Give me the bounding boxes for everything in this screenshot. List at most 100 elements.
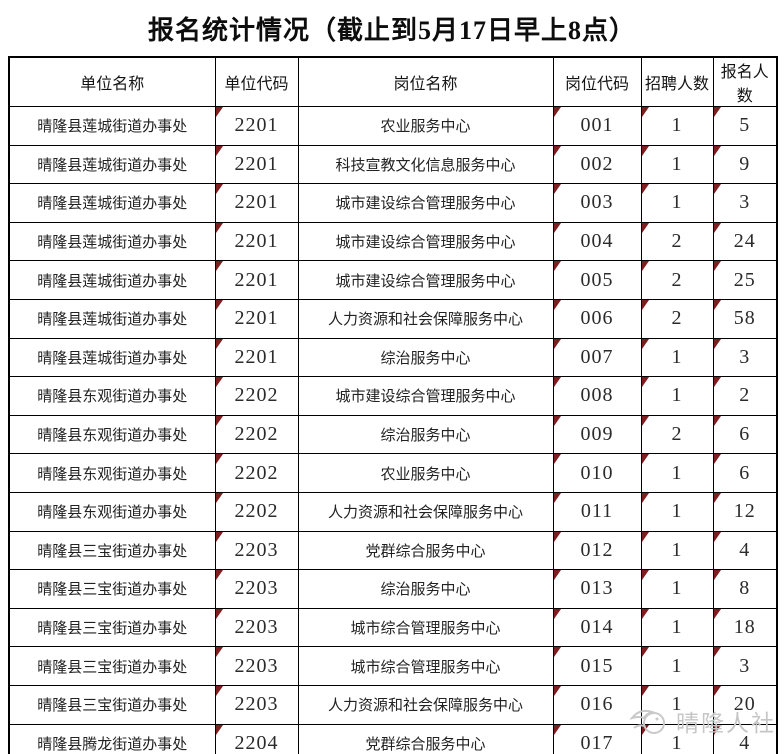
corner-note-triangle-icon xyxy=(554,107,561,117)
corner-note-triangle-icon xyxy=(642,647,649,658)
applicant-count-text: 6 xyxy=(739,461,751,484)
unit-code-text: 2203 xyxy=(234,654,279,677)
unit-code-cell: 2201 xyxy=(214,144,299,185)
position-code-cell: 012 xyxy=(552,530,642,571)
page-title: 报名统计情况（截止到5月17日早上8点） xyxy=(147,16,636,45)
unit-name-cell: 晴隆县三宝街道办事处 xyxy=(8,684,216,725)
applicant-count-cell: 58 xyxy=(712,298,778,339)
corner-note-triangle-icon xyxy=(714,107,721,117)
corner-note-triangle-icon xyxy=(714,570,721,581)
unit-code-text: 2203 xyxy=(234,577,279,600)
position-name-text: 综治服务中心 xyxy=(380,428,471,445)
unit-name-text: 晴隆县东观街道办事处 xyxy=(37,466,188,483)
corner-note-triangle-icon xyxy=(216,493,223,503)
applicant-count-cell: 4 xyxy=(712,723,778,754)
corner-note-triangle-icon xyxy=(714,300,721,310)
applicant-count-cell: 3 xyxy=(712,183,778,223)
unit-code-cell: 2203 xyxy=(214,530,299,571)
position-name-text: 党群综合服务中心 xyxy=(365,736,486,753)
corner-note-triangle-icon xyxy=(216,146,223,156)
corner-note-triangle-icon xyxy=(216,300,223,310)
applicant-count-cell: 2 xyxy=(712,376,778,416)
recruit-count-text: 1 xyxy=(671,152,683,175)
applicant-count-cell: 20 xyxy=(712,684,778,725)
corner-note-triangle-icon xyxy=(216,532,223,542)
corner-note-triangle-icon xyxy=(714,493,721,503)
position-code-cell: 008 xyxy=(552,376,642,416)
position-name-cell: 综治服务中心 xyxy=(297,569,554,609)
position-name-cell: 农业服务中心 xyxy=(297,106,554,146)
unit-name-cell: 晴隆县莲城街道办事处 xyxy=(8,260,216,300)
corner-note-triangle-icon xyxy=(642,300,649,310)
unit-name-text: 晴隆县莲城街道办事处 xyxy=(37,119,188,136)
recruit-count-cell: 1 xyxy=(640,106,714,146)
applicant-count-text: 3 xyxy=(739,191,751,214)
unit-code-cell: 2201 xyxy=(214,298,299,339)
unit-code-text: 2201 xyxy=(234,152,279,175)
applicant-count-text: 6 xyxy=(739,423,751,446)
corner-note-triangle-icon xyxy=(714,184,721,195)
position-name-text: 党群综合服务中心 xyxy=(365,543,486,560)
table-row: 晴隆县莲城街道办事处 2201 人力资源和社会保障服务中心 006 2 58 xyxy=(8,298,778,339)
unit-code-text: 2202 xyxy=(234,423,279,446)
unit-code-text: 2204 xyxy=(234,731,279,754)
table-row: 晴隆县东观街道办事处 2202 城市建设综合管理服务中心 008 1 2 xyxy=(8,376,778,416)
position-code-text: 007 xyxy=(580,345,614,368)
applicant-count-cell: 8 xyxy=(712,569,778,609)
unit-name-text: 晴隆县莲城街道办事处 xyxy=(37,196,188,213)
table-row: 晴隆县东观街道办事处 2202 综治服务中心 009 2 6 xyxy=(8,414,778,455)
corner-note-triangle-icon xyxy=(554,454,561,465)
corner-note-triangle-icon xyxy=(554,339,561,349)
unit-code-text: 2201 xyxy=(234,230,279,253)
unit-name-text: 晴隆县东观街道办事处 xyxy=(37,428,188,445)
corner-note-triangle-icon xyxy=(554,377,561,388)
recruit-count-cell: 1 xyxy=(640,569,714,609)
corner-note-triangle-icon xyxy=(714,223,721,233)
unit-name-text: 晴隆县三宝街道办事处 xyxy=(37,621,188,638)
position-name-text: 城市建设综合管理服务中心 xyxy=(335,389,516,406)
corner-note-triangle-icon xyxy=(216,339,223,349)
corner-note-triangle-icon xyxy=(216,609,223,619)
header-position-code: 岗位代码 xyxy=(552,56,642,107)
unit-name-text: 晴隆县东观街道办事处 xyxy=(37,505,188,522)
unit-name-text: 晴隆县莲城街道办事处 xyxy=(37,273,188,290)
applicant-count-text: 58 xyxy=(733,307,756,330)
unit-name-cell: 晴隆县莲城街道办事处 xyxy=(8,106,216,146)
corner-note-triangle-icon xyxy=(216,107,223,117)
applicant-count-cell: 6 xyxy=(712,453,778,493)
recruit-count-text: 1 xyxy=(671,538,683,561)
table-row: 晴隆县三宝街道办事处 2203 城市综合管理服务中心 015 1 3 xyxy=(8,646,778,686)
position-code-cell: 010 xyxy=(552,453,642,493)
position-code-text: 015 xyxy=(580,654,614,677)
position-name-text: 人力资源和社会保障服务中心 xyxy=(327,698,523,715)
position-code-text: 017 xyxy=(580,731,614,754)
header-position-name: 岗位名称 xyxy=(297,56,554,107)
corner-note-triangle-icon xyxy=(554,416,561,426)
unit-code-cell: 2201 xyxy=(214,221,299,262)
unit-code-cell: 2201 xyxy=(214,260,299,300)
recruit-count-cell: 1 xyxy=(640,183,714,223)
position-name-cell: 城市综合管理服务中心 xyxy=(297,646,554,686)
corner-note-triangle-icon xyxy=(216,725,223,735)
position-name-text: 城市建设综合管理服务中心 xyxy=(335,235,516,252)
corner-note-triangle-icon xyxy=(216,184,223,195)
table-row: 晴隆县莲城街道办事处 2201 城市建设综合管理服务中心 005 2 25 xyxy=(8,260,778,300)
applicant-count-text: 9 xyxy=(739,152,751,175)
unit-name-text: 晴隆县腾龙街道办事处 xyxy=(37,736,188,753)
recruit-count-cell: 1 xyxy=(640,530,714,571)
position-code-cell: 015 xyxy=(552,646,642,686)
applicant-count-text: 3 xyxy=(739,654,751,677)
position-name-text: 城市建设综合管理服务中心 xyxy=(335,273,516,290)
recruit-count-cell: 2 xyxy=(640,260,714,300)
applicant-count-text: 4 xyxy=(739,538,751,561)
applicant-count-cell: 4 xyxy=(712,530,778,571)
corner-note-triangle-icon xyxy=(714,532,721,542)
position-code-text: 006 xyxy=(580,307,614,330)
unit-name-text: 晴隆县三宝街道办事处 xyxy=(37,698,188,715)
position-code-cell: 011 xyxy=(552,491,642,532)
position-code-cell: 016 xyxy=(552,684,642,725)
table-row: 晴隆县三宝街道办事处 2203 人力资源和社会保障服务中心 016 1 20 xyxy=(8,684,778,725)
unit-code-cell: 2201 xyxy=(214,183,299,223)
position-name-text: 农业服务中心 xyxy=(380,119,471,136)
unit-code-cell: 2202 xyxy=(214,414,299,455)
